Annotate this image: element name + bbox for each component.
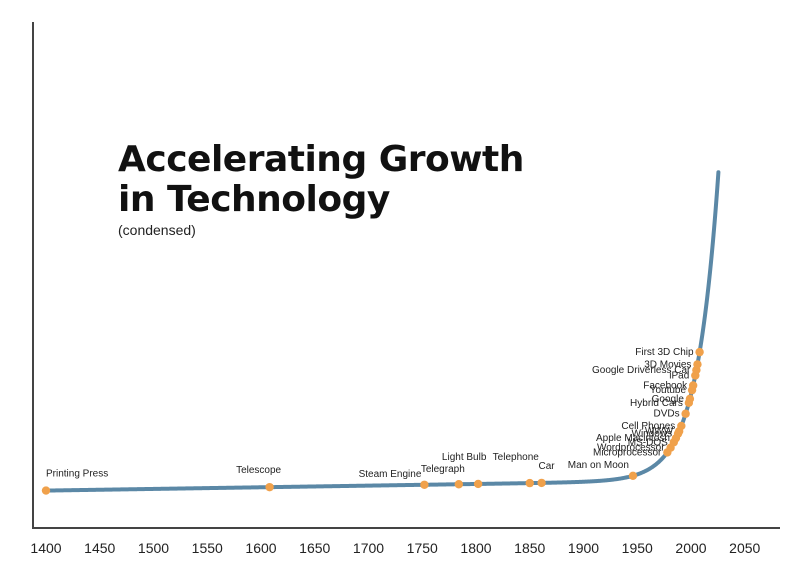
event-marker	[677, 421, 686, 431]
chart-title: Accelerating Growth	[118, 139, 524, 180]
event-label: Car	[539, 461, 556, 472]
x-tick-label: 1800	[460, 540, 491, 556]
event-label: Windows	[632, 429, 673, 440]
event-label: Google	[652, 394, 685, 405]
event-marker	[41, 486, 51, 495]
event-label: Wordprocessor	[597, 443, 665, 454]
event-label: Man on Moon	[568, 460, 629, 471]
x-tick-label: 1500	[138, 540, 169, 556]
event-label: MS-DOS	[628, 437, 668, 448]
event-label: 3D Movies	[644, 359, 691, 370]
event-marker	[454, 480, 463, 489]
event-label: WWW	[645, 426, 674, 437]
event-marker	[685, 394, 695, 404]
event-label: Microprocessor	[593, 447, 662, 458]
event-label: Hybrid Cars	[630, 398, 683, 409]
x-tick-label: 1750	[407, 540, 438, 556]
x-tick-labels: 1400 1450 1500 1550 1600 1650 1700 1750 1800 1850…	[30, 540, 760, 556]
x-tick-label: 1950	[622, 540, 653, 556]
event-label: Youtube	[650, 385, 687, 396]
event-marker	[695, 347, 704, 357]
x-tick-label: 2050	[729, 540, 760, 556]
event-label: Telescope	[236, 465, 281, 476]
event-label: Light Bulb	[442, 452, 487, 463]
chart-subtitle: (condensed)	[118, 222, 196, 238]
x-tick-label: 2000	[675, 540, 706, 556]
event-marker	[537, 478, 546, 488]
event-label: Telegraph	[421, 464, 465, 475]
title-block: Accelerating Growth in Technology (conde…	[118, 139, 524, 239]
x-tick-label: 1450	[84, 540, 115, 556]
event-label: Apple Macintosh	[596, 433, 670, 444]
x-tick-label: 1900	[568, 540, 599, 556]
event-labels: Printing Press Telescope Steam Engine Teleg…	[46, 347, 694, 480]
x-tick-label: 1550	[192, 540, 223, 556]
event-marker	[688, 381, 698, 390]
x-tick-label: 1700	[353, 540, 384, 556]
x-tick-label: 1850	[514, 540, 545, 556]
event-marker	[681, 409, 690, 418]
x-tick-label: 1650	[299, 540, 330, 556]
event-marker	[420, 480, 429, 489]
event-label: First 3D Chip	[635, 347, 694, 358]
event-marker	[693, 360, 702, 369]
event-marker	[265, 482, 274, 492]
event-label: Google Driverless Car	[592, 365, 691, 376]
growth-curve	[44, 170, 721, 493]
event-label: iPad	[669, 370, 689, 381]
chart-title-line-2: in Technology	[118, 179, 390, 220]
event-marker	[525, 478, 534, 488]
x-tick-label: 1400	[30, 540, 61, 556]
event-label: Cell Phones	[621, 421, 675, 432]
event-label: Printing Press	[46, 469, 108, 480]
event-label: Telephone	[493, 452, 540, 463]
event-markers	[41, 347, 704, 495]
event-marker	[473, 479, 483, 489]
event-label: Steam Engine	[359, 469, 422, 480]
x-tick-label: 1600	[245, 540, 276, 556]
event-label: Facebook	[643, 381, 688, 392]
event-marker	[628, 471, 638, 480]
event-label: DVDs	[654, 409, 680, 420]
